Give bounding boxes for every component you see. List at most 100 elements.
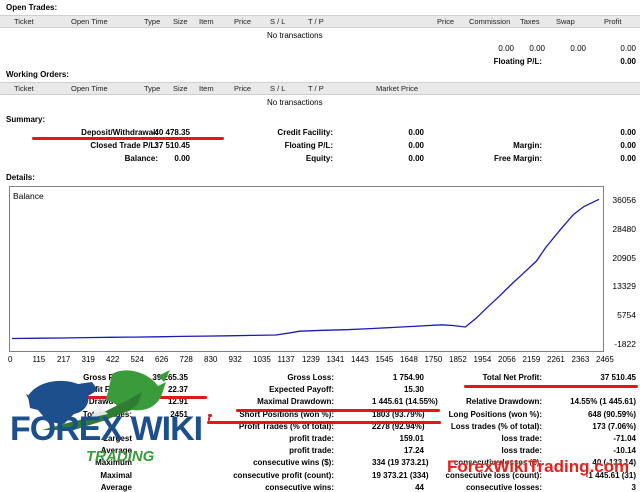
working-orders-title: Working Orders: (0, 70, 640, 79)
col-tp: T / P (308, 17, 324, 26)
col-market-price: Market Price (376, 84, 419, 93)
highlight-underline (236, 409, 440, 412)
stat-value: -71.04 (613, 434, 636, 443)
stat-label: Average (100, 482, 132, 492)
summary-label: Balance: (124, 154, 158, 163)
stat-value: 44 (415, 482, 424, 492)
x-tick-label: 728 (179, 355, 193, 364)
summary-label: Deposit/Withdrawal: (81, 128, 158, 137)
y-tick-label: -1822 (614, 339, 636, 349)
stat-label: profit trade: (289, 446, 334, 456)
stat-label: Total Net Profit: (482, 373, 542, 382)
working-orders-empty: No transactions (267, 98, 323, 107)
col-price: Price (234, 84, 252, 93)
x-tick-label: 1341 (326, 355, 345, 364)
x-tick-label: 1443 (351, 355, 369, 364)
highlight-underline (464, 385, 638, 388)
summary-label: Free Margin: (493, 154, 542, 163)
stat-label: Gross Profit: (83, 373, 132, 382)
x-tick-label: 1954 (473, 355, 492, 364)
stat-value: 14.55% (1 445.61) (570, 397, 636, 407)
stat-value: 334 (19 373.21) (372, 458, 429, 468)
stat-value: 22.37 (167, 385, 188, 395)
col-commission: Commission (469, 17, 511, 26)
highlight-underline (208, 417, 210, 421)
y-tick-label: 28480 (612, 223, 636, 234)
stat-value: 39 265.35 (152, 373, 188, 382)
stat-label: Loss trades (% of total): (450, 421, 542, 431)
stat-value: 12.91 (167, 397, 188, 407)
stat-value: -1 445.61 (31) (585, 470, 636, 480)
summary-value: 0.00 (174, 154, 190, 163)
x-tick-label: 1137 (277, 355, 295, 364)
col-type: Type (144, 17, 161, 26)
y-tick-label: 20905 (612, 252, 636, 263)
summary-value: 0.00 (620, 128, 636, 137)
stat-label: Profit Trades (% of total): (238, 421, 334, 431)
x-tick-label: 2261 (547, 355, 565, 364)
col-price: Price (234, 17, 252, 26)
col-open-time: Open Time (71, 84, 108, 93)
x-axis: 0 115 217 319 422 524 626 728 830 932 1035 1137 1239… (0, 355, 640, 365)
x-tick-label: 422 (106, 355, 120, 364)
x-tick-label: 2056 (498, 355, 516, 364)
x-tick-label: 1750 (424, 355, 443, 364)
stat-label: Short Positions (won %): (239, 409, 334, 419)
stat-value: 1803 (93.79%) (372, 409, 425, 419)
stat-label: consecutive losses: (465, 482, 542, 492)
stat-value: 2278 (92.94%) (372, 421, 425, 431)
stat-label: Largest (103, 434, 132, 443)
stat-label: Profit Factor: (81, 385, 132, 395)
stat-label: consecutive losses ($): (453, 458, 542, 468)
stat-label: Long Positions (won %): (448, 409, 542, 419)
col-item: Item (199, 84, 214, 93)
stat-label: loss trade: (501, 434, 542, 443)
stat-value: 19 373.21 (334) (372, 470, 429, 480)
total-swap: 0.00 (570, 44, 586, 53)
floating-pl-value: 0.00 (620, 57, 636, 66)
highlight-underline (32, 137, 224, 140)
stat-label: Relative Drawdown: (465, 397, 542, 407)
stat-label: Absolute Drawdown: (52, 397, 132, 407)
summary-title: Summary: (0, 115, 640, 124)
col-profit: Profit (604, 17, 622, 26)
balance-chart (11, 198, 600, 340)
col-swap: Swap (556, 17, 575, 26)
summary-label: Closed Trade P/L: (90, 141, 158, 150)
stat-value: 40 (-133.14) (592, 458, 636, 468)
details-title: Details: (0, 173, 640, 182)
stat-label: loss trade: (501, 446, 542, 456)
col-size: Size (173, 17, 188, 26)
col-item: Item (199, 17, 214, 26)
summary-label: Credit Facility: (277, 128, 333, 137)
col-tp: T / P (308, 84, 324, 93)
stat-label: Maximal (100, 470, 132, 480)
logo-sub-text: TRADING (86, 448, 155, 465)
x-tick-label: 1239 (302, 355, 320, 364)
watermark-url: ForexWikiTrading.com (447, 457, 630, 476)
total-taxes: 0.00 (529, 44, 545, 53)
summary-value: 37 510.45 (154, 141, 190, 150)
col-sl: S / L (270, 84, 286, 93)
chart-label: Balance (13, 191, 44, 201)
col-ticket: Ticket (14, 84, 34, 93)
stat-value: 3 (631, 482, 636, 492)
y-tick-label: 13329 (612, 281, 636, 292)
stat-label: consecutive wins: (265, 482, 334, 492)
summary-value: 0.00 (620, 154, 636, 163)
x-tick-label: 1648 (400, 355, 418, 364)
stat-value: 15.30 (403, 385, 424, 395)
stat-value: 2451 (170, 409, 188, 419)
x-tick-label: 115 (32, 355, 46, 364)
x-tick-label: 2159 (522, 355, 541, 364)
stat-value: 159.01 (399, 434, 424, 443)
col-type: Type (144, 84, 161, 93)
stat-value: 37 510.45 (600, 373, 636, 382)
total-profit: 0.00 (620, 44, 636, 53)
y-tick-label: 5754 (617, 310, 636, 321)
total-commission: 0.00 (498, 44, 514, 53)
col-size: Size (173, 84, 188, 93)
summary-value: 0.00 (408, 128, 424, 137)
logo-brand-text: FOREX WIKI (10, 410, 203, 448)
x-tick-label: 1545 (375, 355, 394, 364)
